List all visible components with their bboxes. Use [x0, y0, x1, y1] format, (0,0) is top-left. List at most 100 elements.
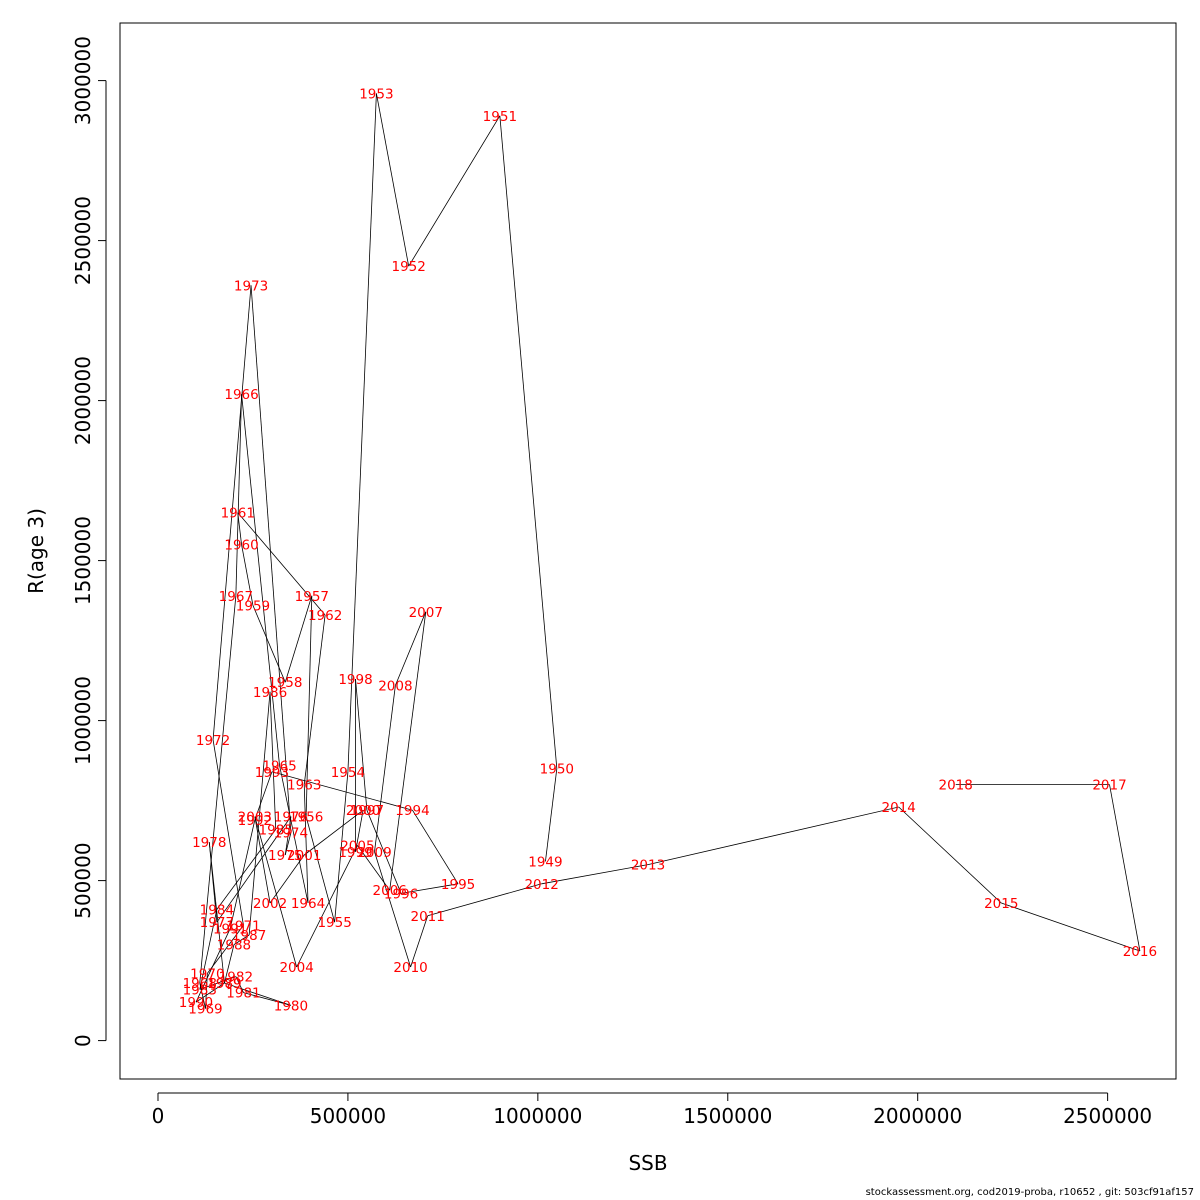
year-label-1963: 1963 [287, 778, 321, 794]
year-label-1986: 1986 [253, 685, 287, 701]
series-segment [224, 982, 292, 1006]
series-segment [229, 819, 256, 929]
year-label-1990: 1990 [179, 995, 213, 1011]
year-label-1982: 1982 [219, 970, 253, 986]
year-label-1994: 1994 [395, 803, 429, 819]
series-segment [374, 851, 411, 968]
year-label-1977: 1977 [200, 915, 234, 931]
y-tick-label: 1000000 [71, 676, 95, 765]
series-segment [412, 809, 459, 885]
year-label-1966: 1966 [224, 387, 258, 403]
year-label-1954: 1954 [331, 765, 365, 781]
series-segment [243, 992, 292, 1006]
year-label-1978: 1978 [192, 835, 226, 851]
year-label-1953: 1953 [359, 86, 393, 102]
series-segment [334, 771, 349, 923]
year-label-1975: 1975 [268, 848, 302, 864]
year-label-1973: 1973 [234, 278, 268, 294]
year-label-2007: 2007 [409, 605, 443, 621]
year-label-1992: 1992 [238, 813, 272, 829]
year-label-1989: 1989 [207, 976, 241, 992]
year-label-1957: 1957 [295, 589, 329, 605]
series-segment [284, 595, 313, 683]
year-label-1951: 1951 [483, 109, 517, 125]
series-segment [284, 816, 292, 856]
y-tick-label: 500000 [71, 842, 95, 918]
y-tick-label: 1500000 [71, 516, 95, 605]
series-segment [199, 976, 236, 990]
year-label-2017: 2017 [1092, 778, 1126, 794]
series-segment [216, 829, 277, 910]
year-label-2012: 2012 [524, 877, 558, 893]
series-segment [195, 982, 225, 1003]
series-segment [305, 595, 313, 817]
series-segment [408, 115, 501, 267]
year-label-1991: 1991 [213, 922, 247, 938]
series-segment [241, 544, 254, 606]
year-label-2011: 2011 [411, 909, 445, 925]
series-segment [366, 810, 402, 894]
year-label-1993: 1993 [255, 765, 289, 781]
series-segment [208, 842, 225, 984]
series-segment [303, 809, 364, 856]
year-label-1964: 1964 [291, 896, 325, 912]
year-label-2013: 2013 [631, 858, 665, 874]
series-segment [305, 816, 336, 923]
series-segment [401, 883, 459, 894]
series-segment [195, 928, 231, 1003]
x-tick-label: 2000000 [873, 1104, 962, 1128]
y-tick-label: 2500000 [71, 196, 95, 285]
year-label-1960: 1960 [224, 538, 258, 554]
year-label-1997: 1997 [350, 803, 384, 819]
series-segment [395, 611, 427, 686]
y-tick-label: 0 [71, 1034, 95, 1047]
series-segment [374, 685, 396, 852]
series-segment [389, 611, 427, 891]
series-segment [427, 883, 542, 917]
year-label-1979: 1979 [207, 976, 241, 992]
series-segment [303, 614, 326, 785]
year-label-1968: 1968 [183, 976, 217, 992]
year-label-2014: 2014 [882, 800, 916, 816]
x-tick-label: 1500000 [683, 1104, 772, 1128]
year-label-1974: 1974 [274, 826, 308, 842]
year-label-1967: 1967 [219, 589, 253, 605]
series-segment [541, 864, 649, 885]
year-label-1962: 1962 [308, 608, 342, 624]
x-axis-title: SSB [628, 1151, 667, 1175]
year-label-2000: 2000 [346, 803, 380, 819]
year-label-1983: 1983 [183, 982, 217, 998]
year-label-1995: 1995 [441, 877, 475, 893]
year-label-1950: 1950 [540, 762, 574, 778]
series-segment [898, 806, 1002, 904]
series-segment [376, 93, 410, 267]
year-label-1998: 1998 [338, 672, 372, 688]
series-segment [271, 771, 413, 811]
series-segment [199, 595, 237, 984]
series-segment [1001, 902, 1141, 952]
series-segment [212, 739, 244, 926]
year-label-2010: 2010 [393, 960, 427, 976]
series-segment [235, 394, 242, 596]
y-tick-label: 2000000 [71, 356, 95, 445]
year-label-2002: 2002 [253, 896, 287, 912]
series-segment [241, 394, 280, 766]
series-segment [269, 854, 305, 904]
year-label-2015: 2015 [984, 896, 1018, 912]
y-tick-label: 3000000 [71, 36, 95, 125]
x-tick-label: 500000 [310, 1104, 386, 1128]
year-label-1988: 1988 [217, 938, 251, 954]
year-label-1959: 1959 [236, 598, 270, 614]
year-label-2005: 2005 [340, 838, 374, 854]
series-segment [499, 115, 558, 769]
year-label-1969: 1969 [188, 1002, 222, 1018]
x-tick-label: 1000000 [493, 1104, 582, 1128]
series-segment [545, 768, 558, 862]
year-label-2001: 2001 [287, 848, 321, 864]
series-segment [235, 976, 244, 993]
year-label-1970: 1970 [190, 966, 224, 982]
series-segment [250, 285, 292, 833]
year-label-1999: 1999 [338, 845, 372, 861]
series-segment [254, 816, 271, 904]
